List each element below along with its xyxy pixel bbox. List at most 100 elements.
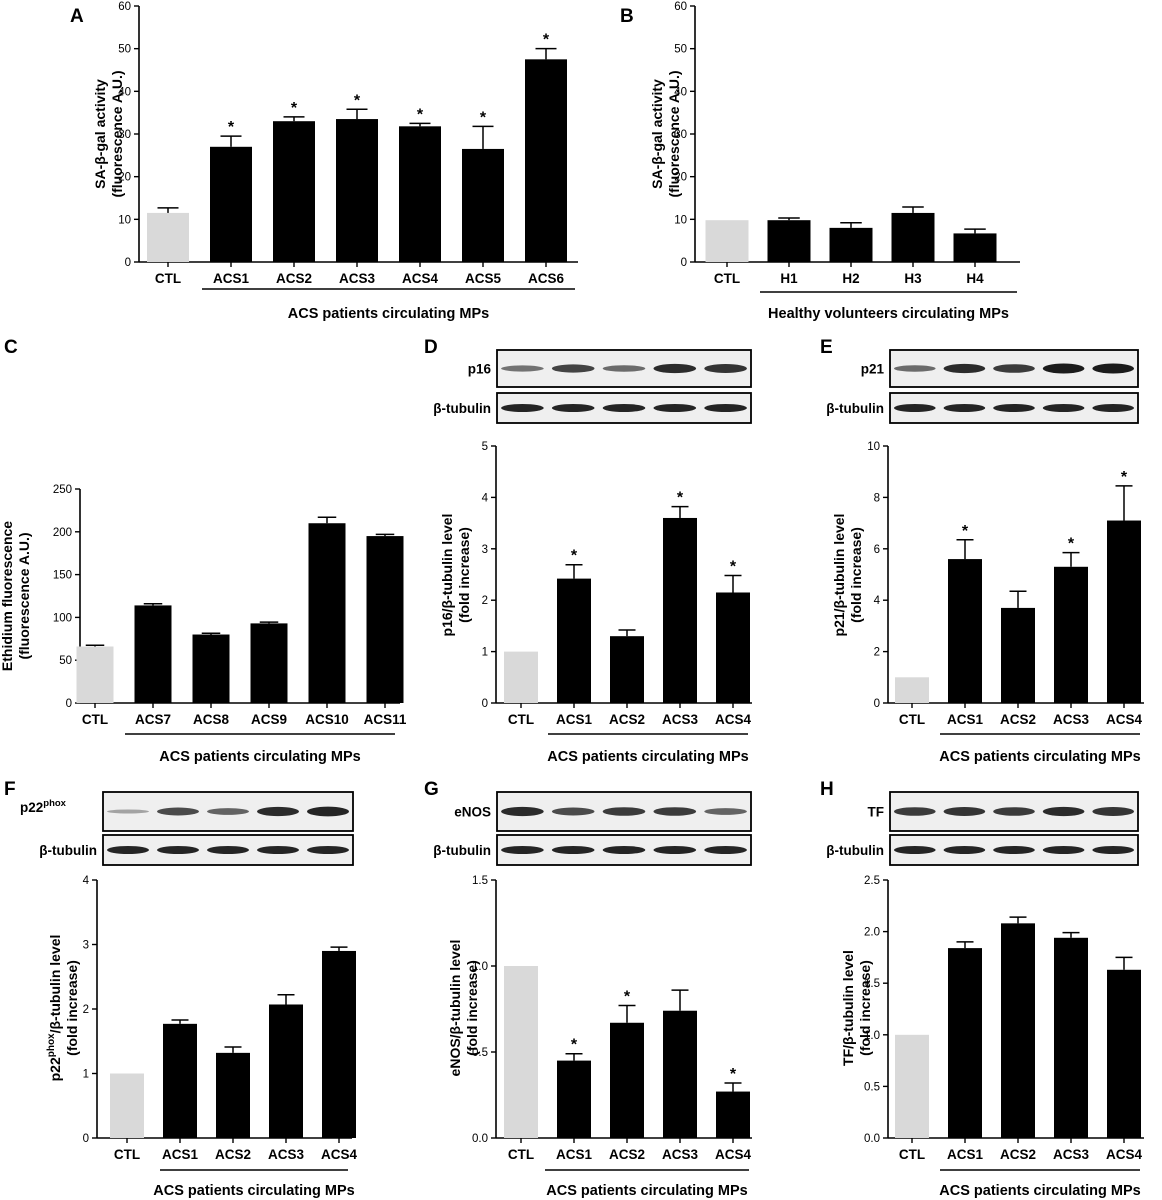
bar-acs3 [663,1010,697,1138]
y-tick-label: 150 [53,570,72,582]
significance-star: * [571,1037,578,1054]
x-tick-label: CTL [899,1147,925,1162]
protein-blot-strip [889,791,1139,832]
x-tick-label: ACS6 [528,271,565,286]
x-tick-label: ACS4 [402,271,439,286]
blot-band [653,807,697,816]
y-tick-label: 2 [83,1004,89,1016]
y-tick-label: 3 [83,940,89,952]
blot-band [107,809,149,814]
blot-band [157,807,199,816]
blot-band [1042,846,1085,854]
tubulin-blot-strip [496,834,752,866]
blot-band [602,404,646,412]
x-tick-label: ACS11 [364,712,407,727]
x-tick-label: ACS2 [276,271,312,286]
x-tick-label: CTL [508,712,534,727]
y-axis-label-line1: SA-β-gal activity [92,79,108,189]
y-tick-label: 0 [83,1133,89,1145]
x-tick-label: ACS1 [556,1147,593,1162]
panel-label: A [70,6,84,27]
bar-acs4 [1107,969,1141,1138]
y-tick-label: 0 [874,698,880,710]
y-tick-label: 50 [674,44,687,56]
bar-acs4 [716,1091,750,1138]
y-tick-label: 0 [681,257,687,269]
blot-band [893,404,936,412]
group-label: ACS patients circulating MPs [153,1183,354,1199]
significance-star: * [543,32,550,49]
bar-h1 [767,220,811,262]
blot-band [943,363,986,374]
panel-f: Fp22phoxβ-tubulin01234p22phox/β-tubulin … [4,779,357,1199]
bar-ctl [147,212,189,262]
blot-band [653,363,697,374]
y-tick-label: 4 [83,875,90,887]
y-axis-label-line1: p16/β-tubulin level [439,514,455,637]
bar-ctl [110,1073,144,1138]
blot-band [1092,846,1135,854]
blot-band [653,404,697,412]
y-axis-label-line2: (fluorescence A.U.) [666,70,682,197]
group-label: ACS patients circulating MPs [546,1183,747,1199]
y-tick-label: 40 [674,86,687,98]
blot-band [551,846,595,854]
y-axis-label-line2: (fluorescence A.U.) [109,70,125,197]
panel-label: H [820,779,834,800]
blot-band [602,807,646,816]
x-tick-label: ACS3 [339,271,376,286]
x-tick-label: CTL [508,1147,534,1162]
bar-acs1 [948,559,982,703]
x-tick-label: ACS10 [305,712,349,727]
bar-acs4 [399,126,441,262]
y-tick-label: 50 [59,655,72,667]
y-axis-label-line1: TF/β-tubulin level [840,950,856,1066]
blot-band [602,846,646,854]
x-tick-label: ACS3 [662,1147,699,1162]
y-axis-label: SA-β-gal activity(fluorescence A.U.) [649,70,682,197]
blot-tubulin-label: β-tubulin [39,843,97,858]
bar-acs8 [192,634,230,703]
y-axis-label: eNOS/β-tubulin level(fold increase) [447,940,480,1077]
x-tick-label: CTL [899,712,925,727]
blot-band [1092,404,1135,412]
y-tick-label: 0 [66,698,72,710]
blot-band [1042,363,1085,374]
group-label: Healthy volunteers circulating MPs [768,306,1009,322]
tubulin-blot-strip [496,392,752,424]
bar-ctl [705,220,749,262]
y-tick-label: 1.0 [864,1030,880,1042]
y-tick-label: 3 [482,544,488,556]
x-tick-label: H2 [842,271,859,286]
blot-band [1042,404,1085,412]
blot-tubulin-label: β-tubulin [433,843,491,858]
western-blot: eNOS β-tubulin [433,791,752,866]
panel-h: H TF β-tubulin 0.0 0.5 1.0 1.5 2.0 2.5 TF/β-tubul… [820,779,1144,1199]
significance-star: * [730,559,737,576]
y-tick-label: 60 [674,1,687,13]
x-tick-label: ACS5 [465,271,502,286]
x-tick-label: H3 [904,271,922,286]
y-tick-label: 100 [53,612,72,624]
y-tick-label: 0.0 [864,1133,880,1145]
blot-band [943,404,986,412]
significance-star: * [291,100,298,117]
blot-band [157,846,199,854]
blot-band [893,365,936,372]
blot-band [993,364,1035,373]
blot-band [257,806,299,817]
group-label: ACS patients circulating MPs [547,749,748,765]
blot-protein-label-sup: phox [43,798,66,809]
y-tick-label: 30 [118,129,131,141]
y-tick-label: 1 [83,1069,89,1081]
y-tick-label: 2 [874,647,880,659]
tubulin-blot-strip [889,392,1139,424]
y-tick-label: 20 [118,172,131,184]
blot-band [704,404,747,412]
y-axis-label-line2: (fold increase) [857,960,873,1056]
bar-acs4 [1107,520,1141,703]
blot-band [704,364,747,373]
